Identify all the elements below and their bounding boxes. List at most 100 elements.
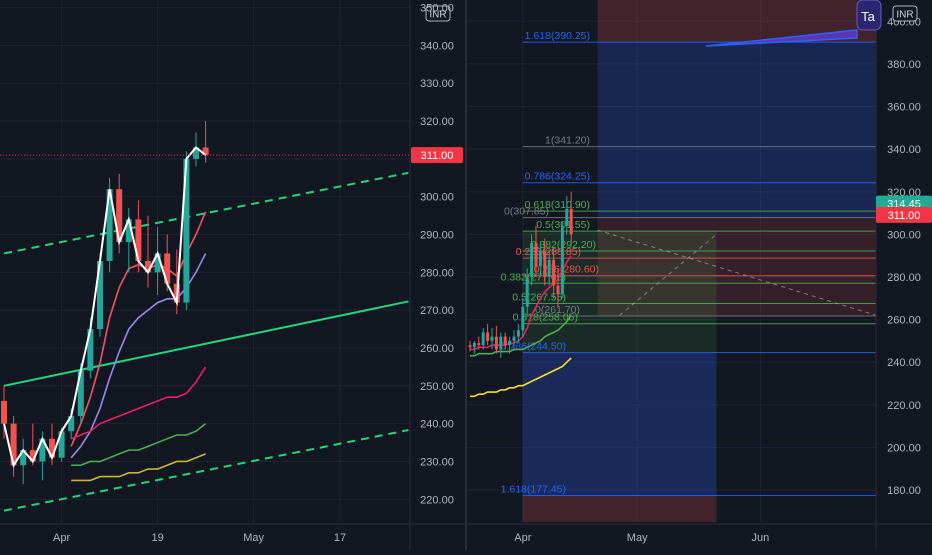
left-ema-olive-line bbox=[71, 453, 206, 482]
left-candle-body bbox=[77, 370, 84, 417]
right-candle-body bbox=[481, 332, 485, 346]
left-candle-body bbox=[202, 147, 209, 156]
left-y-tick-label: 320.00 bbox=[420, 116, 454, 128]
left-candle-body bbox=[97, 261, 103, 330]
right-grid bbox=[467, 0, 876, 522]
right-x-tick-label: Jun bbox=[752, 532, 770, 544]
right-y-tick-label: 260.00 bbox=[887, 315, 921, 327]
left-candle-body bbox=[135, 219, 142, 261]
left-candle-body bbox=[87, 329, 94, 371]
right-fib-level-label: 0.618(310.90) bbox=[525, 199, 590, 211]
right-candle-body bbox=[468, 345, 472, 348]
right-y-tick-label: 340.00 bbox=[887, 144, 921, 156]
right-last-price-badge: 311.00 bbox=[876, 206, 932, 223]
left-x-tick-label: Apr bbox=[53, 532, 70, 544]
right-currency-label: INR bbox=[896, 10, 913, 21]
right-candle-body bbox=[477, 343, 481, 346]
right-candle-body bbox=[516, 330, 520, 337]
left-y-tick-label: 340.00 bbox=[420, 40, 454, 52]
right-projection-diagonal-down bbox=[597, 229, 877, 316]
left-candle-body bbox=[29, 450, 36, 462]
left-candle-body bbox=[49, 438, 55, 458]
left-candle-body bbox=[125, 219, 132, 243]
left-y-tick-label: 250.00 bbox=[420, 381, 454, 393]
right-fib-level-label: 0.786(324.25) bbox=[525, 171, 590, 183]
left-last-price-label: 311.00 bbox=[421, 150, 454, 162]
right-candles bbox=[468, 191, 573, 358]
left-currency-label: INR bbox=[429, 10, 446, 21]
right-y-tick-label: 200.00 bbox=[887, 442, 921, 454]
left-y-tick-label: 270.00 bbox=[420, 305, 454, 317]
right-x-tick-label: May bbox=[627, 532, 648, 544]
right-target-wedge bbox=[705, 29, 858, 47]
right-candle-body bbox=[543, 251, 547, 277]
left-x-tick-label: 17 bbox=[334, 532, 346, 544]
right-ema-green-line bbox=[470, 314, 572, 357]
left-currency-badge[interactable]: INR bbox=[425, 5, 451, 22]
right-time-axis[interactable]: Apr May Jun bbox=[466, 523, 932, 544]
right-candle-body bbox=[503, 336, 507, 346]
right-y-tick-label: 180.00 bbox=[887, 485, 921, 497]
left-candle-body bbox=[39, 438, 46, 462]
left-channel-upper bbox=[3, 171, 409, 255]
right-fib-level-label: 0.5(301.55) bbox=[536, 219, 590, 231]
left-y-tick-label: 290.00 bbox=[420, 230, 454, 242]
right-drawings bbox=[597, 29, 877, 316]
right-candle-body bbox=[490, 336, 494, 341]
left-candle-body bbox=[193, 147, 199, 159]
right-fib-zone-bottom bbox=[522, 495, 717, 522]
right-candle-body bbox=[556, 285, 560, 295]
left-time-axis[interactable]: Apr 19 May 17 bbox=[0, 523, 466, 544]
right-y-tick-label: 360.00 bbox=[887, 102, 921, 114]
left-close-price-line bbox=[3, 146, 207, 468]
left-x-tick-label: May bbox=[243, 532, 264, 544]
right-target-zone bbox=[597, 42, 876, 218]
left-y-tick-label: 260.00 bbox=[420, 343, 454, 355]
right-fib-level-label: 1.618(177.45) bbox=[501, 483, 566, 495]
right-y-tick-label: 220.00 bbox=[887, 400, 921, 412]
left-price-line bbox=[3, 146, 207, 468]
left-ema-purple-line bbox=[70, 253, 207, 459]
left-ema-pink-line bbox=[70, 366, 207, 440]
right-last-price-label: 311.00 bbox=[888, 210, 921, 222]
right-currency-badge[interactable]: INR bbox=[892, 5, 918, 22]
left-y-tick-label: 330.00 bbox=[420, 78, 454, 90]
left-candles bbox=[1, 121, 209, 485]
right-candle-body bbox=[512, 336, 516, 341]
right-candle-body bbox=[538, 251, 542, 267]
right-y-tick-label: 280.00 bbox=[887, 272, 921, 284]
right-fib-level-label: 1(341.20) bbox=[545, 135, 590, 147]
left-candle-body bbox=[145, 261, 151, 273]
left-candle-body bbox=[183, 158, 190, 303]
left-y-tick-label: 300.00 bbox=[420, 192, 454, 204]
right-tooltip-tab[interactable]: Ta bbox=[856, 0, 882, 31]
right-projection-diagonal-up bbox=[619, 233, 717, 316]
right-candle-body bbox=[560, 225, 564, 295]
left-last-price-badge: 311.00 bbox=[411, 147, 463, 164]
right-candle-body bbox=[530, 242, 534, 277]
left-chart-panel[interactable]: 220.00 230.00 240.00 250.00 260.00 270.00 280.… bbox=[0, 0, 466, 550]
left-candle-body bbox=[154, 253, 161, 273]
right-fib-zone-blue bbox=[522, 352, 717, 496]
left-channel-lines bbox=[3, 171, 409, 512]
left-candle-body bbox=[116, 189, 123, 243]
right-fib-level-label: 0.236(288.85) bbox=[516, 246, 581, 258]
left-candle-body bbox=[1, 400, 7, 424]
left-y-tick-label: 240.00 bbox=[420, 419, 454, 431]
right-fib-level-label: 0(307.85) bbox=[504, 206, 549, 218]
left-channel-middle bbox=[3, 300, 409, 387]
right-chart-panel[interactable]: 1.618(390.25) 1(341.20) 0.786(324.25) 0.618… bbox=[466, 0, 932, 550]
right-candle-body bbox=[508, 340, 512, 346]
right-y-tick-label: 300.00 bbox=[887, 229, 921, 241]
left-candle-body bbox=[106, 189, 113, 261]
right-fib-level-label: 0(261.70) bbox=[535, 304, 580, 316]
right-stop-zone bbox=[597, 217, 876, 316]
right-candle-body bbox=[565, 208, 569, 226]
left-x-tick-label: 19 bbox=[151, 532, 163, 544]
right-x-tick-label: Apr bbox=[514, 532, 531, 544]
right-y-tick-label: 240.00 bbox=[887, 357, 921, 369]
left-candle-body bbox=[164, 253, 171, 284]
right-fib-level-label: 1.618(390.25) bbox=[525, 30, 590, 42]
